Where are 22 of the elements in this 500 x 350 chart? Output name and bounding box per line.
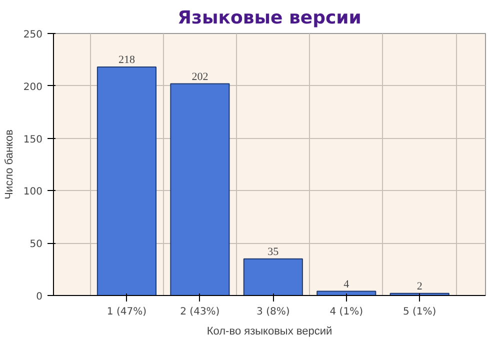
y-axis-title: Число банков — [3, 129, 16, 200]
y-tick-label: 250 — [23, 30, 43, 40]
x-tick-label: 4 (1%) — [330, 306, 364, 318]
data-label: 4 — [344, 278, 350, 290]
data-label: 2 — [416, 280, 422, 292]
data-label: 35 — [268, 246, 280, 258]
chart-title: Языковые версии — [178, 8, 362, 28]
x-tick-label: 3 (8%) — [256, 306, 290, 318]
x-tick-label: 2 (43%) — [180, 306, 220, 318]
y-tick-label: 50 — [30, 239, 43, 250]
y-tick-label: 200 — [23, 82, 43, 93]
y-tick-label: 150 — [23, 134, 43, 146]
y-tick-label: 100 — [23, 186, 43, 198]
bar — [170, 83, 230, 296]
y-tick-label: 0 — [36, 292, 43, 302]
x-tick-label: 5 (1%) — [403, 306, 436, 318]
bar — [243, 258, 303, 296]
bar — [96, 66, 157, 296]
data-label: 202 — [192, 70, 208, 83]
x-axis-title: Кол-во языковых версий — [206, 326, 332, 338]
data-label: 218 — [118, 54, 136, 66]
x-tick-label: 1 (47%) — [106, 306, 147, 318]
